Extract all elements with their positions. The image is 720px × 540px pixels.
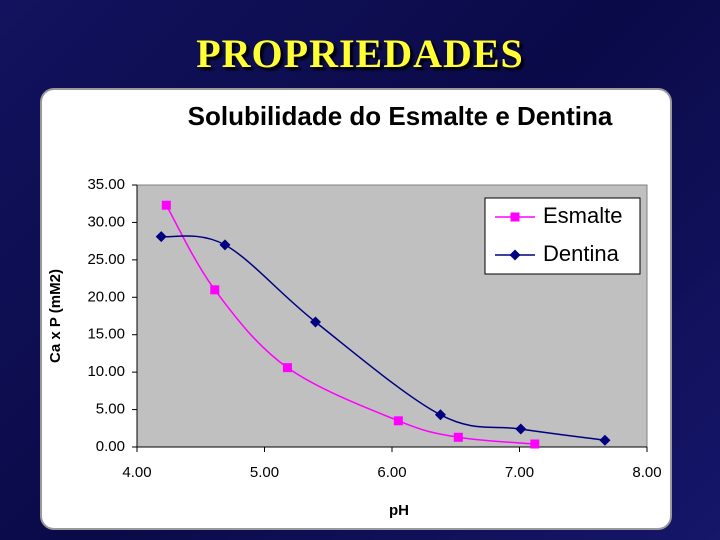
point xyxy=(453,432,463,442)
legend-marker xyxy=(509,249,521,261)
y-tick-label: 0.00 xyxy=(96,438,125,455)
point xyxy=(210,285,220,295)
x-tick-label: 6.00 xyxy=(377,464,406,481)
x-axis-label: pH xyxy=(389,502,409,519)
point xyxy=(530,439,540,449)
y-axis-label: Ca x P (mM2) xyxy=(47,269,64,363)
legend-label: Dentina xyxy=(543,241,620,266)
x-tick-label: 4.00 xyxy=(122,464,151,481)
y-tick-label: 15.00 xyxy=(87,326,125,343)
y-tick-label: 30.00 xyxy=(87,213,125,230)
point xyxy=(599,434,611,446)
point xyxy=(515,423,527,435)
y-tick-label: 5.00 xyxy=(96,401,125,418)
slide-title: PROPRIEDADES xyxy=(196,31,524,76)
chart-title: Solubilidade do Esmalte e Dentina xyxy=(187,101,613,131)
x-tick-label: 7.00 xyxy=(505,464,534,481)
legend-marker xyxy=(510,212,520,222)
point xyxy=(393,416,403,426)
y-tick-label: 35.00 xyxy=(87,176,125,193)
point xyxy=(161,200,171,210)
y-tick-label: 20.00 xyxy=(87,288,125,305)
legend-box xyxy=(484,197,641,275)
point xyxy=(219,239,231,251)
y-tick-label: 10.00 xyxy=(87,363,125,380)
point xyxy=(155,231,167,243)
y-tick-label: 25.00 xyxy=(87,251,125,268)
point xyxy=(434,409,446,421)
legend-label: Esmalte xyxy=(543,203,622,228)
x-tick-label: 8.00 xyxy=(632,464,661,481)
point xyxy=(282,363,292,373)
point xyxy=(310,316,321,328)
x-tick-label: 5.00 xyxy=(250,464,279,481)
